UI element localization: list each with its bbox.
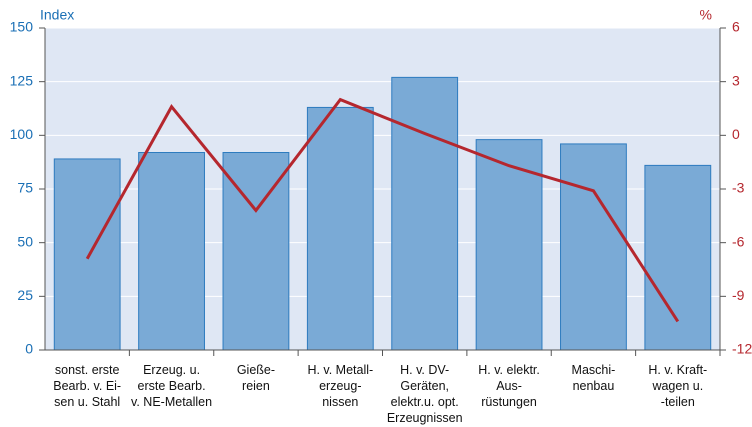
x-tick-label: sonst. erste Bearb. v. Ei- sen u. Stahl — [53, 363, 122, 409]
y2-tick-label: -9 — [732, 287, 745, 303]
y2-tick-label: -12 — [732, 341, 752, 357]
y-tick-label: 0 — [25, 341, 33, 357]
bar — [475, 139, 543, 351]
x-tick-label: Erzeug. u. erste Bearb. v. NE-Metallen — [131, 363, 213, 409]
x-tick-label: H. v. Metall- erzeug- nissen — [307, 363, 374, 409]
bar — [53, 158, 121, 351]
y-tick-label: 25 — [17, 287, 33, 303]
y2-tick-label: 0 — [732, 126, 740, 142]
bar — [306, 106, 374, 351]
y-tick-label: 100 — [10, 126, 34, 142]
y-tick-label: 75 — [17, 180, 33, 196]
bar — [560, 143, 627, 351]
x-tick-label: H. v. DV- Geräten, elektr.u. opt. Erzeug… — [386, 363, 463, 425]
bar — [138, 152, 205, 351]
x-tick-label: H. v. Kraft- wagen u. -teilen — [648, 363, 708, 409]
y2-tick-label: 3 — [732, 72, 740, 88]
y-axis-label: Index — [40, 7, 74, 23]
y-tick-label: 150 — [10, 19, 34, 35]
bar — [391, 76, 459, 351]
y2-tick-label: -6 — [732, 233, 745, 249]
y2-tick-label: 6 — [732, 19, 740, 35]
x-tick-label: Maschi- nenbau — [571, 363, 616, 393]
y2-axis-label: % — [700, 7, 712, 23]
x-tick-label: H. v. elektr. Aus- rüstungen — [478, 363, 540, 409]
line — [85, 97, 680, 323]
y-tick-label: 50 — [17, 233, 33, 249]
y-tick-label: 125 — [10, 72, 34, 88]
bar — [644, 164, 712, 351]
x-tick-label: Gieße- reien — [236, 363, 276, 393]
y2-tick-label: -3 — [732, 180, 745, 196]
